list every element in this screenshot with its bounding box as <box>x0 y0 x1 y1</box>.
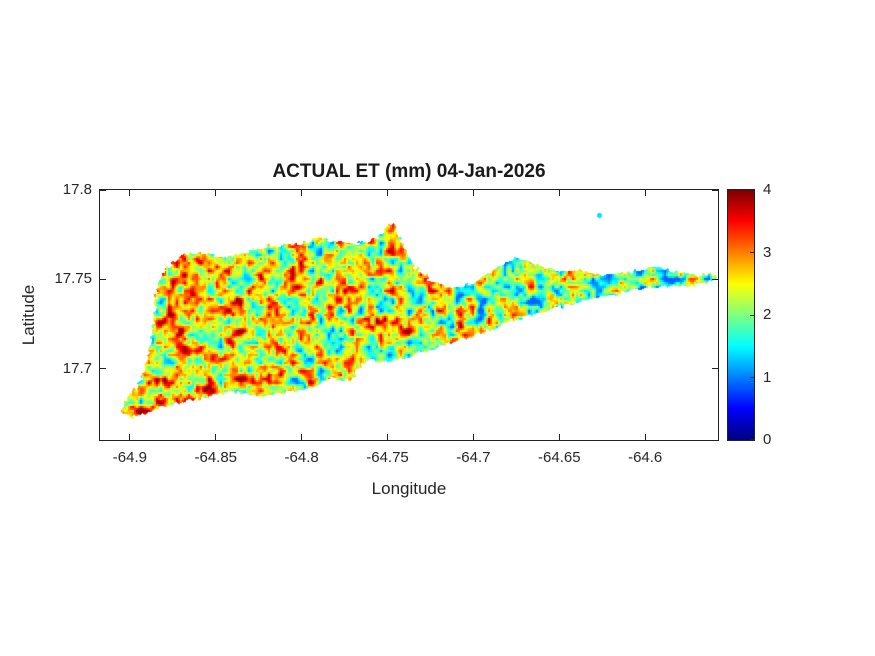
y-tick-mark <box>100 278 106 280</box>
colorbar-tick-mark <box>750 190 754 191</box>
colorbar <box>727 189 755 441</box>
colorbar-tick-mark <box>750 439 754 440</box>
x-tick-mark <box>387 190 389 196</box>
x-tick-mark <box>129 434 131 440</box>
y-tick-label: 17.7 <box>62 359 92 377</box>
x-tick-mark <box>644 190 646 196</box>
x-tick-label: -64.65 <box>538 449 581 466</box>
x-tick-label: -64.85 <box>194 449 238 466</box>
y-tick-label: 17.8 <box>62 181 92 198</box>
y-tick-mark <box>100 368 106 370</box>
x-tick-mark <box>644 434 646 440</box>
x-tick-mark <box>472 190 474 196</box>
colorbar-tick-label: 1 <box>763 368 772 386</box>
x-tick-label: -64.9 <box>112 449 147 466</box>
colorbar-tick-mark <box>750 314 754 316</box>
colorbar-tick-mark <box>750 252 754 253</box>
colorbar-tick-label: 0 <box>763 431 772 448</box>
x-tick-mark <box>558 190 560 196</box>
x-tick-label: -64.6 <box>628 449 663 466</box>
y-tick-mark <box>712 278 718 280</box>
colorbar-tick-label: 2 <box>763 306 772 323</box>
colorbar-tick-mark <box>750 377 754 378</box>
x-tick-label: -64.75 <box>366 449 409 466</box>
y-tick-mark <box>100 190 106 191</box>
x-tick-mark <box>215 190 217 196</box>
plot-area <box>99 189 719 441</box>
x-tick-mark <box>215 434 217 440</box>
x-tick-label: -64.8 <box>284 449 319 466</box>
colorbar-gradient <box>728 190 754 440</box>
x-tick-label: -64.7 <box>456 449 491 466</box>
x-tick-mark <box>387 434 389 440</box>
colorbar-tick-label: 3 <box>763 243 772 261</box>
x-tick-mark <box>129 190 131 196</box>
y-tick-mark <box>712 368 718 370</box>
x-tick-mark <box>301 434 303 440</box>
et-heatmap-canvas <box>100 190 718 440</box>
x-axis-label: Longitude <box>371 479 447 498</box>
y-tick-label: 17.75 <box>54 270 92 288</box>
colorbar-tick-label: 4 <box>763 181 772 198</box>
x-tick-mark <box>301 190 303 196</box>
chart-title: ACTUAL ET (mm) 04-Jan-2026 <box>272 161 546 182</box>
x-tick-mark <box>558 434 560 440</box>
x-tick-mark <box>472 434 474 440</box>
y-tick-mark <box>712 190 718 191</box>
